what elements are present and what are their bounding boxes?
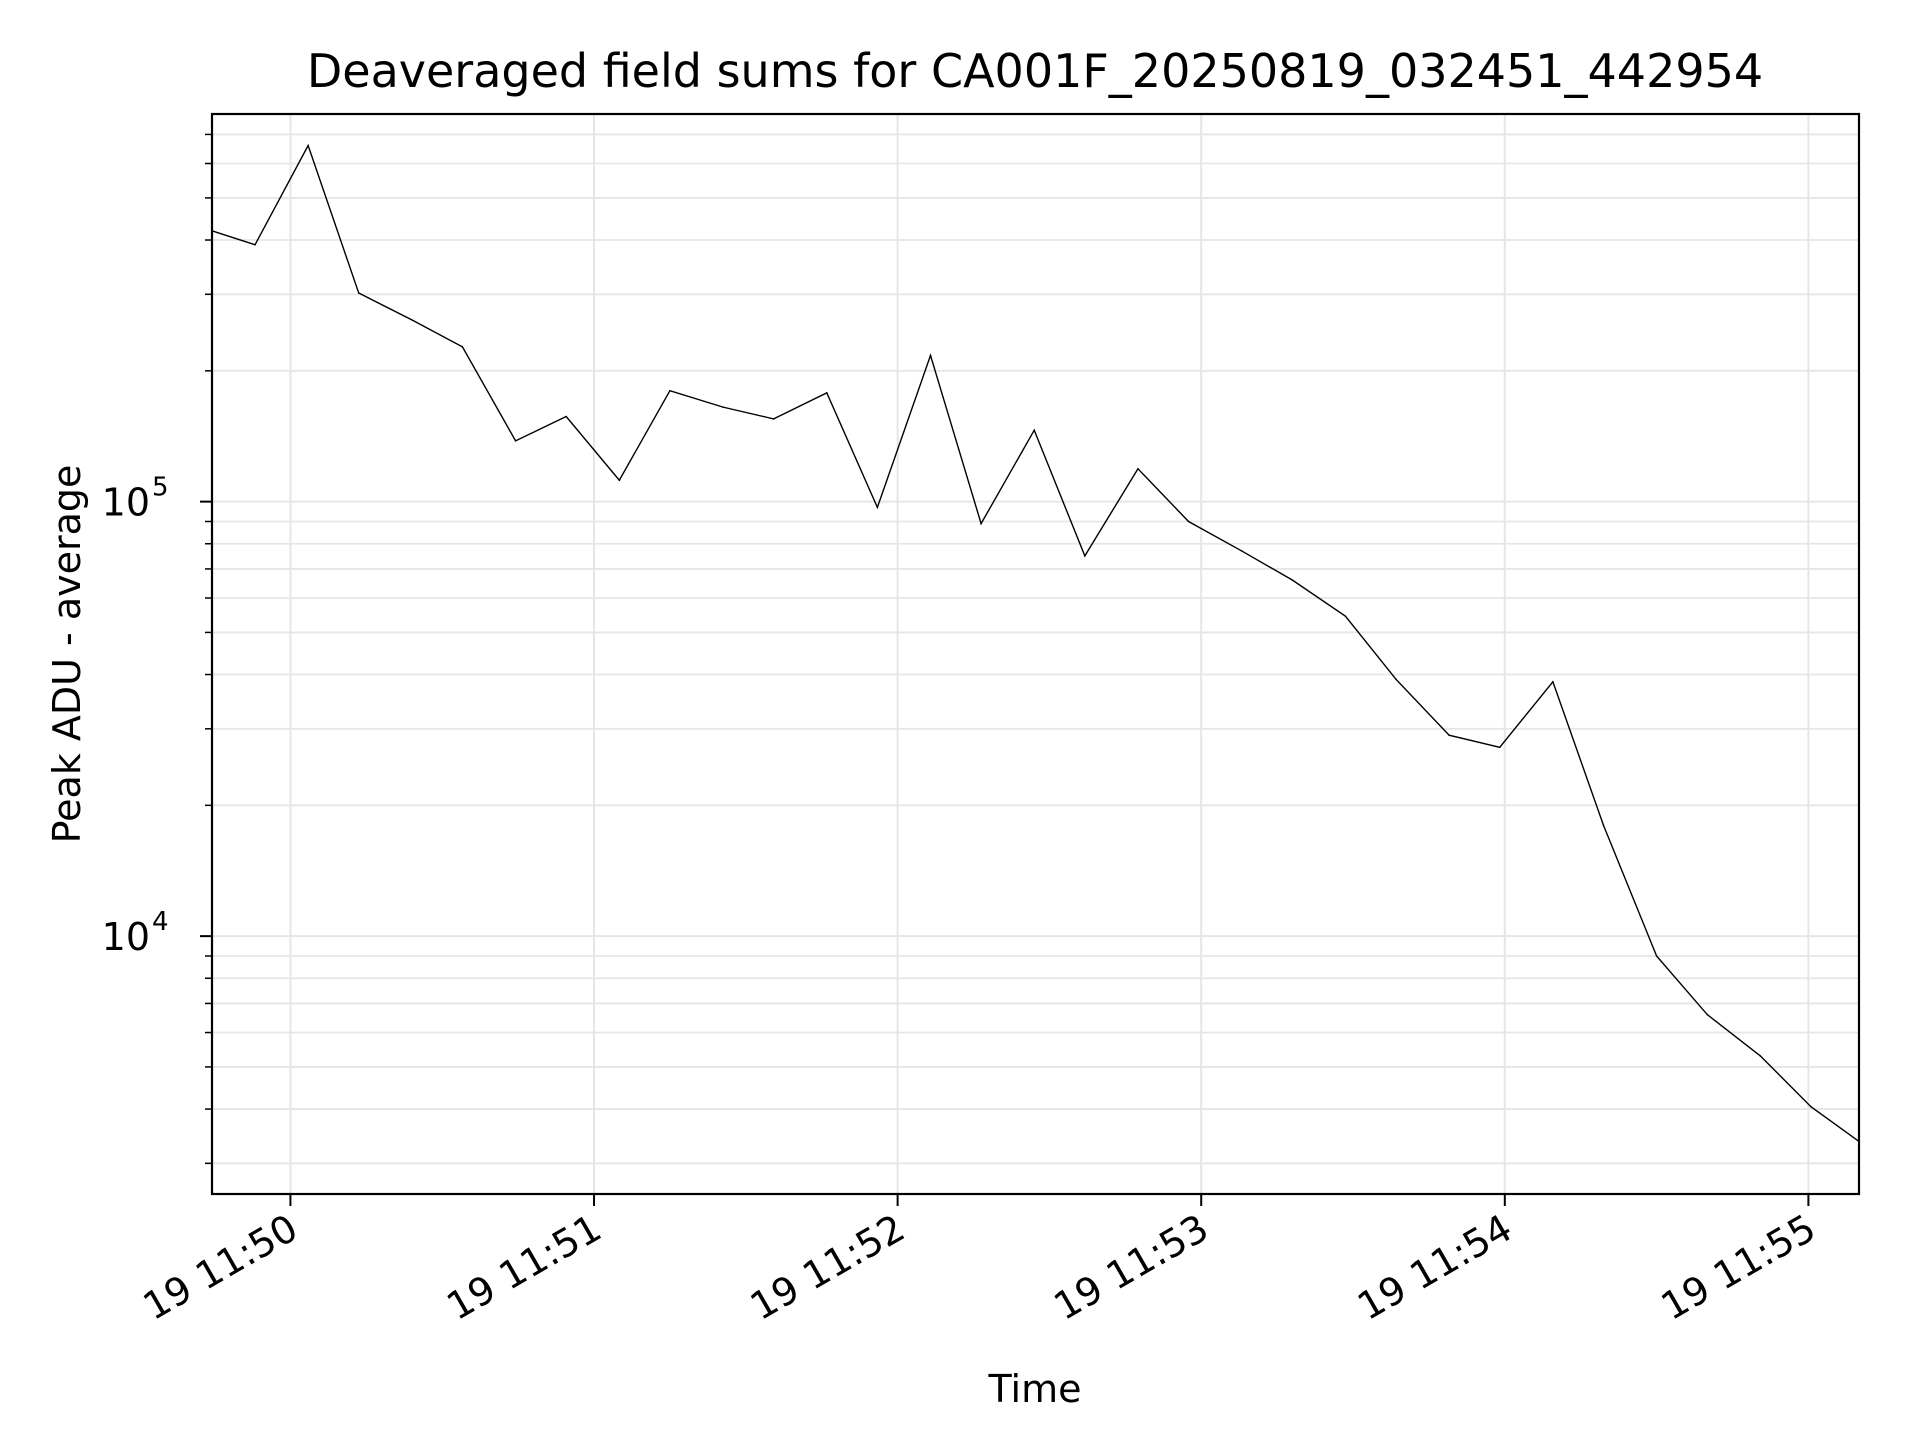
data-point [722, 406, 724, 408]
data-point [1291, 579, 1294, 581]
data-point [357, 292, 360, 294]
data-point [1655, 955, 1658, 957]
data-point [876, 506, 879, 509]
data-point [772, 418, 775, 420]
data-point [514, 440, 517, 442]
y-tick-label-exponent: 5 [152, 473, 169, 503]
data-point [1810, 1105, 1812, 1108]
data-point [307, 144, 309, 147]
y-tick-label-exponent: 4 [152, 907, 169, 937]
y-axis-label: Peak ADU - average [45, 465, 89, 844]
data-point [1187, 520, 1190, 523]
y-tick-label-base: 10 [102, 915, 150, 959]
x-axis-label: Time [988, 1367, 1082, 1411]
data-point [1759, 1055, 1762, 1057]
data-point [461, 346, 464, 348]
data-point [618, 479, 621, 482]
data-point [669, 389, 671, 392]
grid-lines [212, 114, 1859, 1194]
data-point [1448, 734, 1450, 737]
y-tick-label-base: 10 [102, 481, 150, 525]
data-point [825, 392, 828, 394]
data-point [411, 319, 413, 321]
data-point [1084, 555, 1086, 557]
data-point [1498, 746, 1501, 749]
data-point [1240, 550, 1243, 552]
chart-title: Deaveraged field sums for CA001F_2025081… [307, 44, 1763, 98]
data-point [254, 244, 256, 246]
data-point [1344, 615, 1347, 617]
series-layer [211, 143, 1860, 1143]
data-point [929, 354, 932, 357]
data-point [1602, 824, 1605, 827]
data-point [1706, 1013, 1709, 1016]
data-point [1137, 467, 1139, 470]
data-point [1552, 680, 1554, 683]
plot-frame [210, 112, 1861, 1196]
data-point [565, 415, 567, 418]
data-point [1395, 678, 1397, 681]
data-point [1033, 429, 1036, 432]
data-point [980, 522, 982, 525]
